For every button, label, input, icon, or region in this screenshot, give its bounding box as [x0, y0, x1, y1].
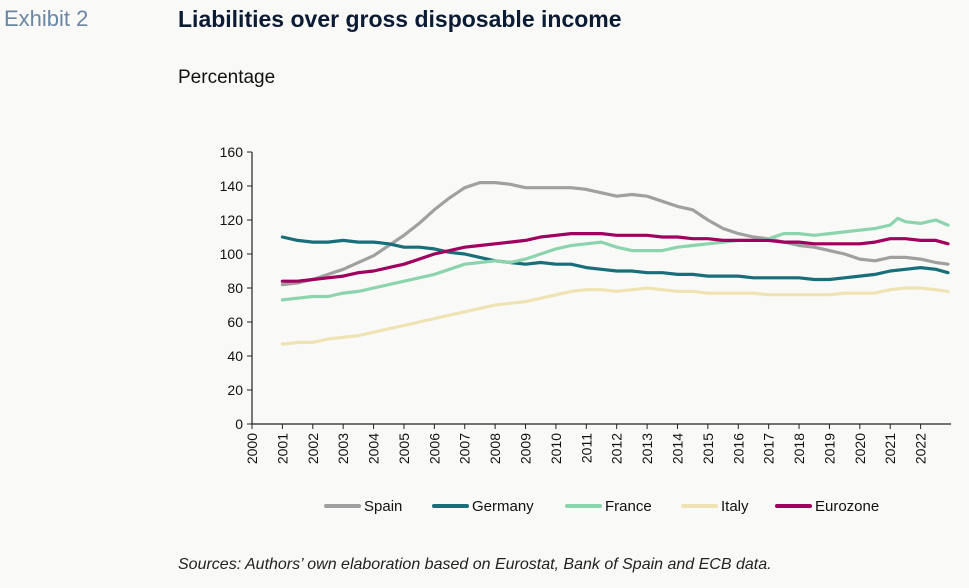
x-tick-label: 2000: [244, 433, 260, 464]
x-tick-label: 2017: [761, 433, 777, 464]
x-tick-label: 2012: [609, 433, 625, 464]
x-tick-label: 2010: [548, 433, 564, 464]
legend-label-germany: Germany: [472, 498, 534, 515]
y-tick-label: 80: [227, 280, 243, 296]
x-tick-label: 2021: [882, 433, 898, 464]
series-line-spain: [280, 181, 950, 287]
y-tick-label: 100: [220, 246, 244, 262]
x-tick-label: 2003: [335, 433, 351, 464]
y-tick-label: 140: [220, 178, 244, 194]
source-note: Sources: Authors’ own elaboration based …: [178, 556, 772, 573]
y-tick-label: 60: [227, 314, 243, 330]
x-tick-label: 2013: [639, 433, 655, 464]
y-tick-label: 0: [235, 416, 243, 432]
series-line-germany: [280, 235, 950, 282]
x-tick-label: 2020: [852, 433, 868, 464]
x-tick-label: 2019: [821, 433, 837, 464]
x-tick-label: 2018: [791, 433, 807, 464]
x-tick-label: 2022: [913, 433, 929, 464]
series-line-eurozone: [280, 232, 950, 283]
legend-label-spain: Spain: [364, 498, 402, 515]
x-tick-label: 2001: [274, 433, 290, 464]
x-tick-label: 2014: [669, 433, 685, 464]
y-tick-label: 20: [227, 382, 243, 398]
x-tick-label: 2002: [305, 433, 321, 464]
x-tick-label: 2011: [578, 433, 594, 463]
x-tick-label: 2004: [366, 433, 382, 464]
series-line-italy: [280, 286, 950, 346]
series-line-france: [280, 216, 950, 302]
x-tick-label: 2009: [518, 433, 534, 464]
chart-subtitle: Percentage: [178, 67, 276, 88]
x-tick-label: 2016: [730, 433, 746, 464]
legend-label-italy: Italy: [721, 498, 749, 515]
x-tick-label: 2007: [457, 433, 473, 464]
x-tick-label: 2008: [487, 433, 503, 464]
y-tick-label: 120: [220, 212, 244, 228]
chart-lines: [280, 181, 950, 346]
exhibit-label: Exhibit 2: [4, 6, 89, 31]
chart-title: Liabilities over gross disposable income: [178, 6, 622, 32]
legend-label-france: France: [605, 498, 652, 515]
chart-axes: 0 20 40 60 80 100 120 140 160 2000 2001 2002 2003 200…: [220, 144, 951, 464]
x-tick-label: 2006: [426, 433, 442, 464]
legend-label-eurozone: Eurozone: [815, 498, 879, 515]
chart-legend: Spain Germany France Italy Eurozone: [324, 498, 879, 515]
x-tick-label: 2015: [700, 433, 716, 464]
y-tick-label: 160: [220, 144, 244, 160]
y-tick-label: 40: [227, 348, 243, 364]
x-tick-label: 2005: [396, 433, 412, 464]
